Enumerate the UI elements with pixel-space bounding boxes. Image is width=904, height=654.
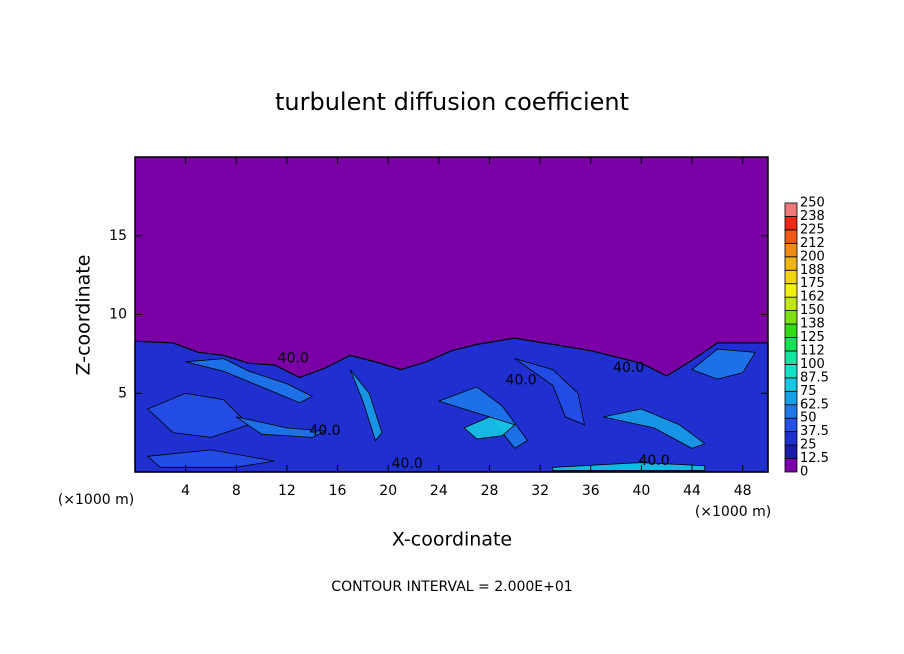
x-tick-label: 8 [232,483,241,499]
colorbar-label: 250 [800,196,825,211]
x-unit-right: (×1000 m) [695,504,771,520]
contour-label: 40.0 [392,456,423,472]
x-tick-label: 44 [683,483,701,499]
x-tick-label: 28 [481,483,499,499]
x-tick-label: 12 [278,483,296,499]
field-patch [185,358,314,404]
contour-label: 40.0 [613,360,644,376]
colorbar-box [784,296,798,311]
contour-label: 40.0 [278,351,309,367]
x-tick-label: 16 [329,483,347,499]
colorbar-label: 188 [800,263,825,278]
colorbar-label: 0 [800,465,808,480]
colorbar-label: 12.5 [800,451,829,466]
colorbar-label: 50 [800,411,817,426]
field [134,157,769,473]
colorbar-label: 25 [800,438,817,453]
colorbar-box [784,458,798,473]
x-tick-label: 24 [430,483,448,499]
chart-title: turbulent diffusion coefficient [275,88,629,116]
colorbar-box [784,202,798,217]
field-patch [603,408,706,449]
colorbar-box [784,444,798,459]
y-tick-label: 15 [109,228,127,244]
y-tick-label: 5 [118,385,127,401]
x-tick-label: 36 [582,483,600,499]
colorbar-box [784,404,798,419]
colorbar-box [784,417,798,433]
colorbar-label: 125 [800,330,825,345]
colorbar-label: 238 [800,209,825,224]
colorbar-label: 37.5 [800,424,829,439]
colorbar-box [784,310,798,325]
colorbar-label: 225 [800,222,825,237]
colorbar-label: 62.5 [800,397,829,412]
colorbar-label: 212 [800,236,825,251]
x-unit-left: (×1000 m) [58,492,134,508]
colorbar-box [784,377,798,392]
colorbar-box [784,283,798,298]
colorbar-box [784,431,798,446]
field-patch [691,348,756,380]
x-tick-label: 40 [632,483,650,499]
colorbar-label: 75 [800,384,817,399]
contour-label: 40.0 [506,373,537,389]
colorbar-box [784,256,798,271]
colorbar-box [784,216,798,231]
field-patch [236,416,327,438]
colorbar-box [784,323,798,338]
colorbar-label: 162 [800,290,825,305]
x-tick-label: 32 [531,483,549,499]
colorbar-box [784,337,798,352]
field-patch [514,358,585,426]
colorbar-label: 200 [800,249,825,264]
colorbar-box [784,363,798,379]
colorbar-box [784,229,798,244]
field-patch [463,416,516,440]
colorbar-box [784,350,798,365]
x-tick-label: 4 [181,483,190,499]
y-axis-label: Z-coordinate [73,255,95,376]
colorbar-label: 112 [800,343,825,358]
y-tick-label: 10 [109,307,127,323]
footer: CONTOUR INTERVAL = 2.000E+01 [331,579,572,595]
contour-label: 40.0 [309,423,340,439]
colorbar-label: 87.5 [800,370,829,385]
field-patch [146,449,275,468]
colorbar-box [784,269,798,285]
x-tick-label: 48 [734,483,752,499]
contour-label: 40.0 [638,453,669,469]
colorbar-label: 100 [800,357,825,372]
colorbar-label: 150 [800,303,825,318]
colorbar-label: 138 [800,317,825,332]
x-axis-label: X-coordinate [392,529,512,551]
colorbar-box [784,242,798,258]
colorbar-label: 175 [800,276,825,291]
field-patch [349,369,383,442]
x-tick-label: 20 [379,483,397,499]
colorbar-box [784,390,798,406]
